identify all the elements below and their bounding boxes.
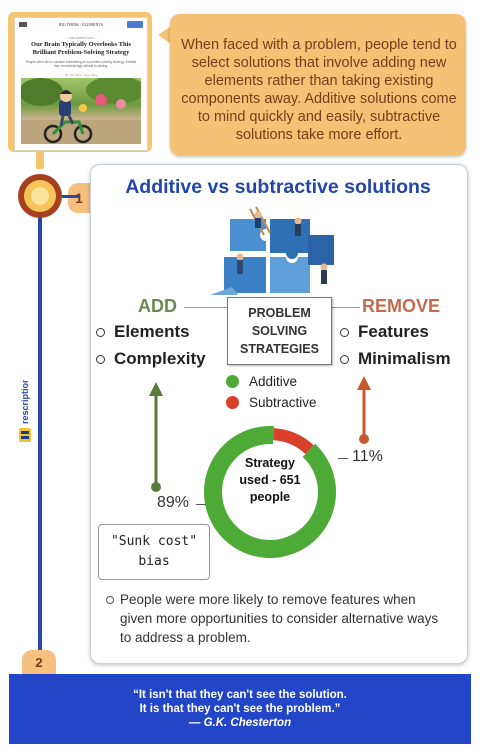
remove-arrow-icon bbox=[357, 376, 371, 444]
thumbnail-photo bbox=[21, 78, 141, 144]
thumbnail-connector bbox=[36, 151, 44, 169]
puzzle-illustration-icon bbox=[210, 206, 334, 295]
thumbnail-deck: People often fail to consider subtractin… bbox=[25, 60, 137, 69]
remove-item: Minimalism bbox=[340, 349, 451, 369]
finding-note: People were more likely to remove featur… bbox=[106, 590, 451, 647]
problem-solving-strategies-box: PROBLEM SOLVING STRATEGIES bbox=[227, 297, 332, 365]
step-2-tab: 2 bbox=[22, 650, 56, 674]
legend-item-additive: Additive bbox=[226, 374, 317, 389]
card-title: Additive vs subtractive solutions bbox=[125, 176, 431, 198]
summary-callout-text: When faced with a problem, people tend t… bbox=[181, 37, 457, 143]
remove-item-label: Minimalism bbox=[358, 349, 451, 368]
donut-center-line-1: Strategy bbox=[245, 456, 295, 470]
add-label: ADD bbox=[138, 296, 177, 316]
legend-label: Additive bbox=[249, 374, 298, 389]
thumbnail-masthead: BIG THINK / ELEMENTS bbox=[58, 22, 104, 27]
strategies-line-3: STRATEGIES bbox=[240, 342, 319, 356]
child-on-balance-bike-image bbox=[21, 78, 141, 144]
remove-item-label: Features bbox=[358, 322, 429, 341]
remove-item: Features bbox=[340, 322, 451, 342]
remove-connector bbox=[330, 307, 360, 308]
thumbnail-subscribe-button bbox=[127, 21, 143, 28]
sunk-cost-line-1: "Sunk cost" bbox=[110, 534, 198, 549]
timeline-node-core bbox=[31, 187, 49, 205]
timeline-node bbox=[18, 174, 62, 218]
summary-callout bbox=[170, 14, 466, 156]
strategy-donut-chart: Strategy used - 651 people bbox=[204, 426, 336, 558]
additive-leader-line bbox=[196, 504, 206, 505]
sunk-cost-line-2: bias bbox=[138, 554, 170, 569]
bullet-icon bbox=[340, 327, 349, 337]
legend-swatch bbox=[226, 375, 239, 388]
thumbnail-headline: Our Brain Typically Overlooks This Brill… bbox=[31, 41, 131, 56]
timeline-connector bbox=[62, 195, 80, 198]
remove-list: Features Minimalism bbox=[340, 322, 451, 369]
donut-center-line-2: used - 651 bbox=[239, 473, 300, 487]
add-list: Elements Complexity bbox=[96, 322, 206, 369]
sunk-cost-bias-box: "Sunk cost" bias bbox=[98, 524, 210, 580]
add-item: Complexity bbox=[96, 349, 206, 369]
article-thumbnail[interactable]: BIG THINK / ELEMENTS — NEUROPSYCH — Our … bbox=[14, 17, 148, 151]
quote-text: “It isn't that they can't see the soluti… bbox=[9, 688, 471, 730]
timeline-line bbox=[38, 196, 42, 656]
additive-percent-label: 89% bbox=[157, 494, 190, 511]
subtractive-percent-label: 11% bbox=[352, 448, 383, 465]
legend-item-subtractive: Subtractive bbox=[226, 395, 317, 410]
strategies-box-text: PROBLEM SOLVING STRATEGIES bbox=[228, 304, 331, 358]
thumbnail-kicker: — NEUROPSYCH — bbox=[64, 36, 98, 40]
bullet-icon bbox=[106, 596, 114, 604]
strategies-line-2: SOLVING bbox=[251, 324, 308, 338]
strategies-line-1: PROBLEM bbox=[248, 306, 311, 320]
remove-label: REMOVE bbox=[362, 296, 441, 316]
svg-text:rescription: rescription bbox=[20, 380, 30, 424]
chart-legend: Additive Subtractive bbox=[226, 374, 317, 410]
quote-author: — G.K. Chesterton bbox=[188, 717, 292, 729]
legend-swatch bbox=[226, 396, 239, 409]
finding-note-text: People were more likely to remove featur… bbox=[120, 592, 439, 645]
prescription-brand-logo: rescription bbox=[19, 380, 31, 442]
bullet-icon bbox=[340, 354, 349, 364]
subtractive-leader-line bbox=[338, 458, 348, 459]
step-2-number: 2 bbox=[35, 655, 43, 670]
bullet-icon bbox=[96, 354, 105, 364]
add-item-label: Complexity bbox=[114, 349, 206, 368]
quote-line-1: “It isn't that they can't see the soluti… bbox=[133, 689, 347, 701]
donut-center-line-3: people bbox=[250, 490, 290, 504]
thumbnail-byline: By Tom Bow · Aug 2021 bbox=[65, 73, 97, 77]
quote-line-2: It is that they can't see the problem.” bbox=[139, 703, 341, 715]
bullet-icon bbox=[96, 327, 105, 337]
donut-slice-subtractive bbox=[273, 428, 314, 454]
add-item: Elements bbox=[96, 322, 206, 342]
sunk-cost-text: "Sunk cost" bias bbox=[99, 532, 209, 572]
callout-pointer bbox=[158, 26, 171, 44]
site-logo bbox=[19, 22, 27, 27]
add-item-label: Elements bbox=[114, 322, 190, 341]
add-arrow-icon bbox=[149, 382, 163, 492]
add-connector bbox=[184, 307, 227, 308]
quote-banner: “It isn't that they can't see the soluti… bbox=[9, 674, 471, 744]
legend-label: Subtractive bbox=[249, 395, 317, 410]
step-1-number: 1 bbox=[75, 190, 83, 206]
